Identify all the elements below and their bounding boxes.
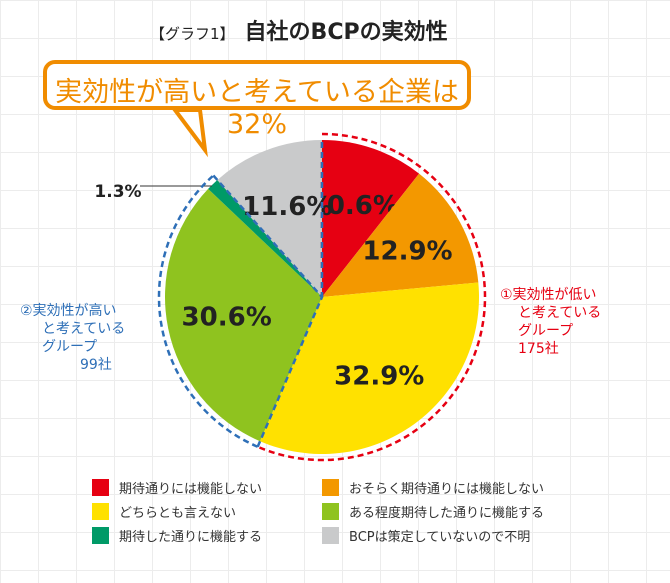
group-high-count: 99社 xyxy=(80,357,112,373)
callout-text: 実効性が高いと考えている企業は32% xyxy=(55,77,459,140)
legend-label: ある程度期待した通りに機能する xyxy=(349,506,545,521)
legend-swatch xyxy=(92,479,109,496)
group-low-count: 175社 xyxy=(518,341,559,357)
legend-item-1: おそらく期待通りには機能しない xyxy=(322,478,572,497)
legend-item-4: 期待した通りに機能する xyxy=(92,526,322,545)
group-low-line1: ①実効性が低い xyxy=(500,287,597,303)
legend-swatch xyxy=(322,503,339,520)
legend-swatch xyxy=(92,503,109,520)
group-low-line2: と考えている xyxy=(518,305,602,321)
callout-box: 実効性が高いと考えている企業は32% xyxy=(43,60,471,140)
legend-swatch xyxy=(92,527,109,544)
pie-slice-1 xyxy=(322,173,479,297)
legend-swatch xyxy=(322,527,339,544)
title-text: 自社のBCPの実効性 xyxy=(244,20,448,45)
legend: 期待通りには機能しない おそらく期待通りには機能しないどちらとも言えない ある程度期… xyxy=(92,478,572,545)
group-low-label: ①実効性が低い と考えている グループ 175社 xyxy=(500,286,601,358)
pie-slice-0 xyxy=(322,140,420,297)
pie-slice-5 xyxy=(217,140,322,297)
pie-slice-3 xyxy=(164,188,322,442)
group-high-line3: グループ xyxy=(42,339,98,355)
legend-label: どちらとも言えない xyxy=(119,506,237,521)
legend-label: BCPは策定していないので不明 xyxy=(349,530,531,545)
chart-title: 【グラフ1】 自社のBCPの実効性 xyxy=(150,14,448,46)
legend-label: 期待通りには機能しない xyxy=(119,482,263,497)
legend-label: 期待した通りに機能する xyxy=(119,530,263,545)
legend-item-0: 期待通りには機能しない xyxy=(92,478,322,497)
slice-label-3: 30.6% xyxy=(182,303,272,333)
slice-label-2: 32.9% xyxy=(334,362,424,392)
legend-item-3: ある程度期待した通りに機能する xyxy=(322,502,572,521)
group-high-dashed-outline xyxy=(157,142,324,448)
legend-swatch xyxy=(322,479,339,496)
pie-slice-2 xyxy=(260,282,479,454)
legend-item-5: BCPは策定していないので不明 xyxy=(322,526,572,545)
group-high-label: ②実効性が高い と考えている グループ 99社 xyxy=(20,302,125,374)
group-high-line1: ②実効性が高い xyxy=(20,303,117,319)
slice-label-0: 10.6% xyxy=(309,191,399,221)
slice-label-4: 1.3% xyxy=(94,182,141,202)
callout-pointer xyxy=(171,108,208,158)
legend-item-2: どちらとも言えない xyxy=(92,502,322,521)
group-high-line2: と考えている xyxy=(42,321,126,337)
group-low-line3: グループ xyxy=(518,323,574,339)
slice-label-1: 12.9% xyxy=(362,236,452,266)
slice-label-5: 11.6% xyxy=(242,192,332,222)
legend-label: おそらく期待通りには機能しない xyxy=(349,482,545,497)
pie-slice-4 xyxy=(208,179,322,297)
title-tag: 【グラフ1】 xyxy=(150,25,235,43)
